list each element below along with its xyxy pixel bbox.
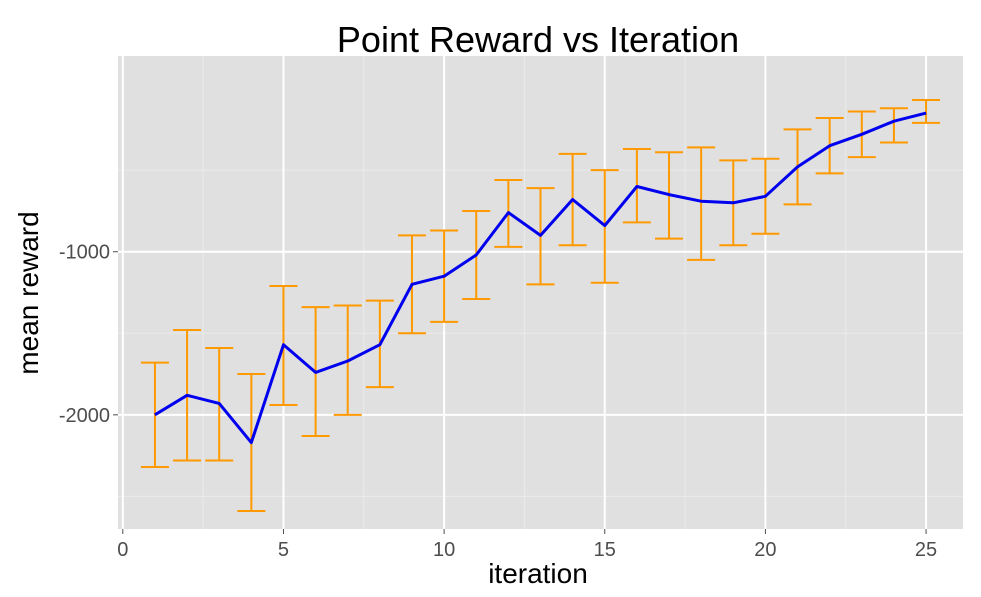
y-axis-title: mean reward [13,211,44,374]
x-tick-label: 5 [278,539,289,561]
major-gridlines [118,56,963,529]
x-axis-ticks: 0 5 10 15 20 25 [117,529,937,561]
x-tick-label: 10 [433,539,455,561]
x-tick-label: 15 [594,539,616,561]
x-tick-label: 25 [915,539,937,561]
plot-panel [118,56,963,529]
error-bars [140,99,941,513]
x-tick-label: 0 [117,539,128,561]
x-axis-title: iteration [488,558,588,589]
error-bar [879,107,908,144]
y-axis-ticks: -1000 -2000 [59,242,118,427]
minor-gridlines [118,56,963,529]
x-tick-label: 20 [754,539,776,561]
series-line [154,111,927,445]
series-line-group [154,111,927,445]
y-tick-label: -1000 [59,242,110,264]
error-bar [912,99,941,124]
y-tick-label: -2000 [59,405,110,427]
chart-title: Point Reward vs Iteration [337,19,739,60]
error-bar [687,146,716,261]
